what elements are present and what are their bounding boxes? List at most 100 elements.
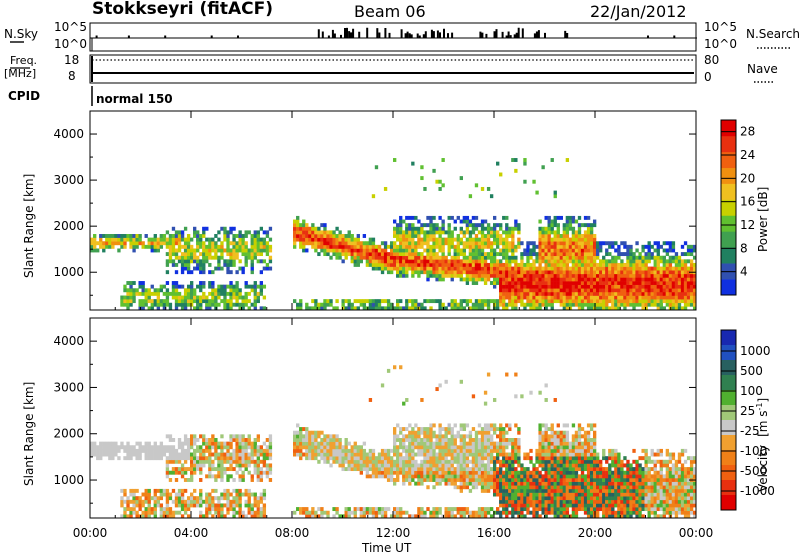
heatmap-cell: [123, 302, 127, 307]
heatmap-cell: [489, 266, 494, 271]
heatmap-cell: [253, 510, 257, 515]
heatmap-cell: [226, 507, 230, 512]
heatmap-cell: [474, 226, 479, 231]
heatmap-cell: [417, 234, 421, 238]
nsearch-label: N.Search: [746, 27, 800, 41]
heatmap-cell: [535, 281, 539, 285]
heatmap-cell: [217, 470, 221, 475]
heatmap-cell: [396, 259, 400, 264]
heatmap-cell: [541, 499, 545, 504]
heatmap-cell: [180, 452, 185, 457]
heatmap-cell: [232, 262, 236, 267]
heatmap-cell: [547, 434, 551, 439]
heatmap-cell: [502, 262, 506, 267]
heatmap-cell: [562, 277, 567, 282]
heatmap-cell: [396, 474, 400, 479]
heatmap-cell: [471, 223, 476, 228]
heatmap-cell: [489, 478, 494, 482]
heatmap-cell: [577, 302, 582, 307]
heatmap-cell: [359, 514, 363, 519]
heatmap-cell: [408, 262, 412, 267]
heatmap-cell: [544, 244, 548, 249]
heatmap-cell: [305, 248, 309, 253]
heatmap-cell: [253, 448, 257, 453]
heatmap-cell: [462, 215, 467, 220]
heatmap-cell: [405, 270, 409, 275]
heatmap-cell: [244, 452, 248, 457]
heatmap-cell: [356, 262, 360, 267]
heatmap-cell: [183, 288, 188, 293]
heatmap-cell: [93, 237, 97, 242]
heatmap-cell: [171, 262, 176, 267]
heatmap-cell: [120, 299, 124, 304]
heatmap-cell: [229, 492, 233, 497]
heatmap-cell: [589, 266, 594, 271]
heatmap-cell: [314, 445, 318, 450]
heatmap-cell: [402, 262, 406, 267]
heatmap-cell: [244, 448, 248, 453]
heatmap-cell: [477, 262, 482, 267]
heatmap-cell: [499, 470, 503, 475]
heatmap-cell: [432, 510, 436, 515]
heatmap-cell: [462, 448, 467, 453]
heatmap-cell: [241, 266, 245, 271]
heatmap-cell: [574, 237, 579, 242]
heatmap-cell: [323, 226, 327, 231]
heatmap-cell: [571, 237, 576, 242]
heatmap-cell: [114, 241, 118, 246]
heatmap-cell: [592, 223, 597, 228]
heatmap-cell: [477, 459, 482, 464]
heatmap-cell: [411, 273, 415, 278]
heatmap-cell: [347, 456, 351, 461]
heatmap-cell: [402, 237, 406, 242]
heatmap-cell: [232, 514, 236, 519]
heatmap-cell: [429, 445, 433, 450]
heatmap-cell: [565, 237, 570, 242]
heatmap-cell: [232, 226, 236, 231]
heatmap-cell: [365, 463, 370, 468]
heatmap-cell: [259, 452, 264, 457]
heatmap-cell: [450, 259, 454, 264]
heatmap-cell: [296, 234, 300, 238]
heatmap-cell: [465, 456, 470, 461]
heatmap-cell: [568, 252, 573, 257]
heatmap-cell: [353, 463, 357, 468]
heatmap-cell: [489, 270, 494, 275]
heatmap-cell: [541, 284, 545, 289]
heatmap-cell: [417, 463, 421, 468]
heatmap-cell: [435, 387, 439, 392]
heatmap-cell: [632, 288, 636, 293]
heatmap-cell: [153, 302, 157, 307]
heatmap-cell: [574, 284, 579, 289]
heatmap-cell: [368, 463, 373, 468]
heatmap-cell: [544, 423, 548, 428]
heatmap-cell: [396, 306, 400, 311]
heatmap-cell: [299, 445, 303, 450]
heatmap-cell: [247, 434, 251, 439]
heatmap-cell: [426, 448, 430, 453]
heatmap-cell: [368, 299, 373, 304]
heatmap-cell: [505, 499, 509, 504]
heatmap-cell: [205, 503, 209, 508]
heatmap-cell: [241, 474, 245, 479]
heatmap-cell: [235, 234, 239, 238]
heatmap-cell: [205, 244, 209, 249]
heatmap-cell: [508, 270, 512, 275]
heatmap-cell: [559, 215, 563, 220]
heatmap-cell: [592, 299, 597, 304]
heatmap-cell: [480, 485, 485, 490]
heatmap-cell: [605, 302, 609, 307]
heatmap-cell: [380, 470, 385, 475]
heatmap-cell: [193, 452, 197, 457]
heatmap-cell: [159, 441, 164, 446]
heatmap-cell: [171, 252, 176, 257]
heatmap-cell: [235, 295, 239, 300]
heatmap-cell: [268, 266, 273, 271]
heatmap-cell: [626, 302, 630, 307]
heatmap-cell: [468, 234, 473, 238]
heatmap-cell: [220, 503, 224, 508]
heatmap-cell: [453, 302, 457, 307]
heatmap-cell: [399, 259, 403, 264]
heatmap-cell: [353, 252, 357, 257]
